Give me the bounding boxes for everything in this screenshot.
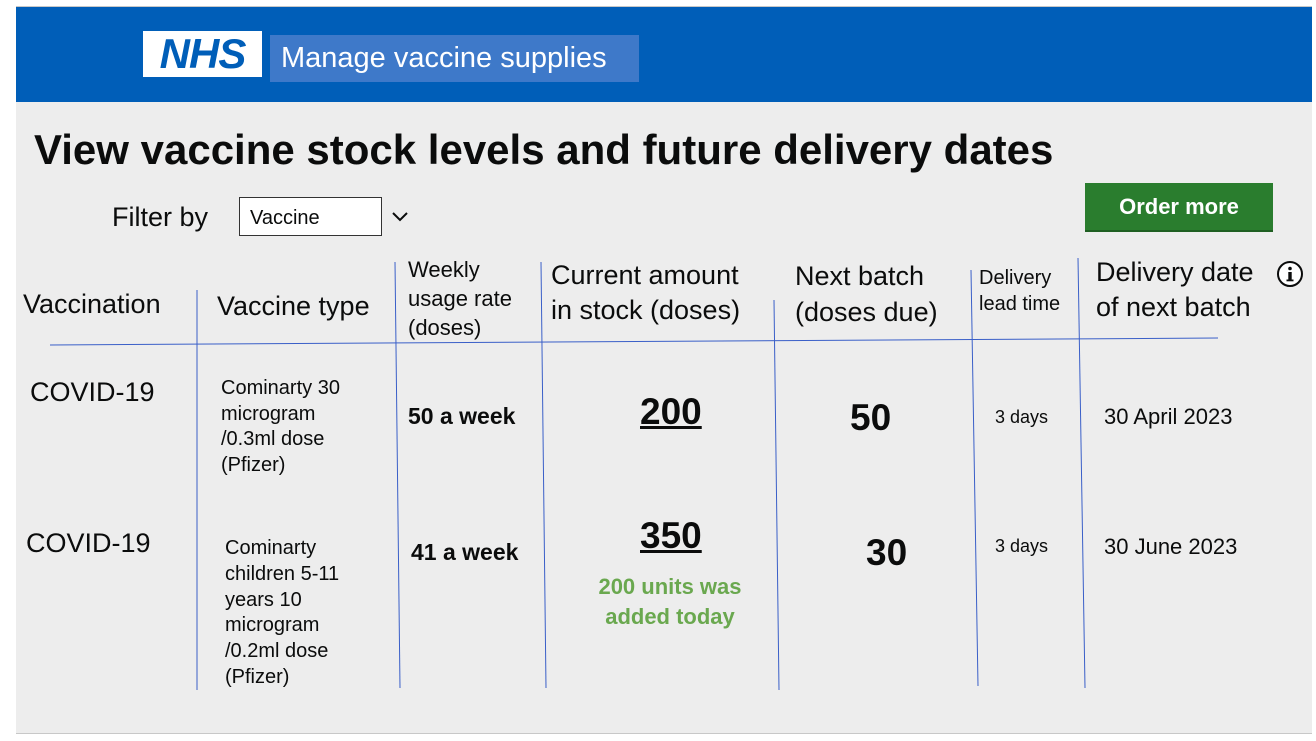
header-vaccine-type: Vaccine type xyxy=(217,291,370,321)
cell-vaccine-type-line: Cominarty xyxy=(225,537,317,559)
cell-vaccine-type: Cominarty children 5-11 years 10 microgr… xyxy=(225,536,339,691)
header-current-stock-line: Current amount xyxy=(551,260,739,290)
order-more-button[interactable]: Order more xyxy=(1085,183,1273,232)
chevron-down-icon[interactable] xyxy=(390,207,410,227)
header-lead-time-line: Delivery xyxy=(979,267,1052,289)
info-icon[interactable] xyxy=(1276,260,1304,288)
cell-vaccine-type: Cominarty 30 microgram /0.3ml dose (Pfiz… xyxy=(221,376,340,478)
header-lead-time: Delivery lead time xyxy=(979,265,1060,317)
cell-vaccination: COVID-19 xyxy=(30,377,155,407)
header-weekly-usage-line: Weekly xyxy=(408,257,480,282)
filter-select[interactable]: Vaccine xyxy=(239,197,382,236)
header-lead-time-line: lead time xyxy=(979,293,1061,315)
column-divider xyxy=(970,269,979,687)
page-title: View vaccine stock levels and future del… xyxy=(34,126,1054,173)
header-weekly-usage-line: (doses) xyxy=(408,315,482,340)
header-weekly-usage-line: usage rate xyxy=(408,286,512,311)
header-current-stock-line: in stock (doses) xyxy=(551,295,741,325)
header-next-batch-line: Next batch xyxy=(795,261,925,291)
header-delivery-date-line: of next batch xyxy=(1096,292,1251,322)
cell-delivery-date: 30 April 2023 xyxy=(1104,404,1233,429)
nhs-logo[interactable]: NHS xyxy=(143,31,262,77)
cell-vaccine-type-line: children 5-11 xyxy=(225,562,340,585)
cell-vaccine-type-line: Cominarty 30 xyxy=(221,377,340,399)
cell-lead-time: 3 days xyxy=(995,407,1049,427)
cell-weekly-usage: 50 a week xyxy=(408,403,516,429)
column-divider xyxy=(540,261,547,689)
stock-added-note-line: added today xyxy=(605,603,735,629)
cell-delivery-date: 30 June 2023 xyxy=(1104,534,1238,559)
stock-amount-link[interactable]: 350 xyxy=(640,515,702,556)
stock-added-note: 200 units was added today xyxy=(560,572,780,631)
cell-vaccine-type-line: microgram xyxy=(225,614,320,637)
cell-vaccine-type-line: (Pfizer) xyxy=(225,665,290,688)
header-divider xyxy=(49,337,1219,346)
cell-vaccine-type-line: /0.2ml dose xyxy=(225,640,329,663)
filter-label: Filter by xyxy=(112,202,209,232)
header-next-batch: Next batch (doses due) xyxy=(795,258,938,330)
cell-vaccine-type-line: /0.3ml dose xyxy=(221,428,325,450)
header-weekly-usage: Weekly usage rate (doses) xyxy=(408,255,512,342)
cell-lead-time: 3 days xyxy=(995,536,1049,556)
header-delivery-date-line: Delivery date xyxy=(1096,257,1254,287)
cell-vaccination: COVID-19 xyxy=(26,528,151,558)
header-current-stock: Current amount in stock (doses) xyxy=(551,258,740,328)
header-next-batch-line: (doses due) xyxy=(795,297,938,327)
column-divider xyxy=(394,261,401,689)
cell-vaccine-type-line: microgram xyxy=(221,402,316,425)
stock-amount-link[interactable]: 200 xyxy=(640,391,702,432)
column-divider xyxy=(1077,257,1086,689)
column-divider xyxy=(773,299,780,691)
cell-next-batch: 30 xyxy=(866,532,908,573)
cell-vaccine-type-line: (Pfizer) xyxy=(221,453,286,476)
header-vaccination: Vaccination xyxy=(23,289,161,319)
nhs-logo-text: NHS xyxy=(159,30,247,77)
page-background xyxy=(16,6,1312,734)
cell-vaccine-type-line: years 10 xyxy=(225,588,302,611)
header-delivery-date: Delivery date of next batch xyxy=(1096,255,1254,325)
service-name[interactable]: Manage vaccine supplies xyxy=(270,35,639,82)
cell-weekly-usage: 41 a week xyxy=(411,539,519,565)
stock-added-note-line: 200 units was xyxy=(598,574,742,599)
cell-next-batch: 50 xyxy=(850,397,892,438)
